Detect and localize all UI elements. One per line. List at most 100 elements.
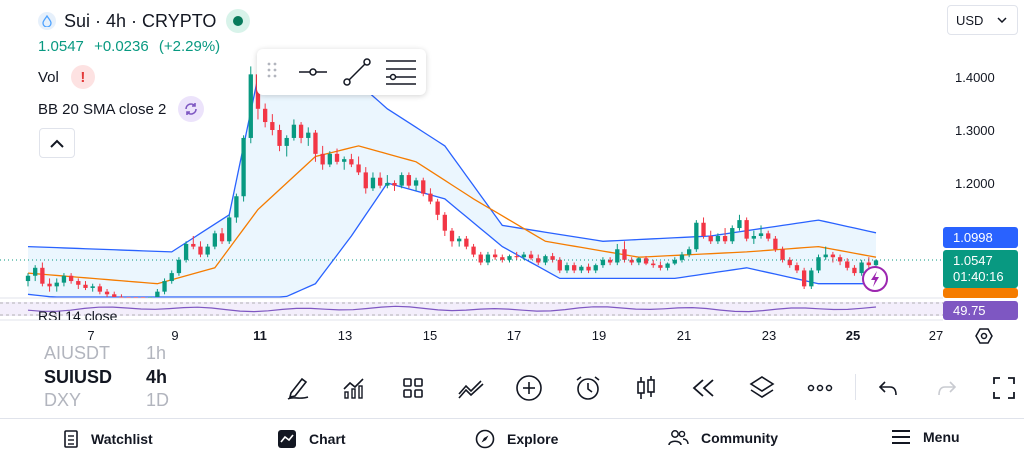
currency-select[interactable]: USD xyxy=(947,5,1018,35)
symbol-name: DXY xyxy=(44,390,82,408)
pencil-icon[interactable] xyxy=(280,370,316,406)
candle xyxy=(334,148,340,165)
time-axis-label: 25 xyxy=(845,328,861,343)
candle xyxy=(61,273,67,287)
bb-legend[interactable]: BB 20 SMA close 2 xyxy=(38,96,250,122)
time-axis-label: 17 xyxy=(506,328,522,343)
collapse-legend-button[interactable] xyxy=(39,128,75,158)
candle xyxy=(83,281,88,291)
lightning-icon[interactable] xyxy=(861,265,889,293)
candle xyxy=(845,258,850,271)
compass-icon xyxy=(475,429,495,449)
refresh-icon[interactable] xyxy=(178,96,205,122)
horizontal-line-tool-icon[interactable] xyxy=(293,55,333,89)
nav-watchlist[interactable]: Watchlist xyxy=(63,429,153,449)
symbol-row-next[interactable]: DXY 1D xyxy=(44,390,169,408)
price-axis-label: 1.4000 xyxy=(955,70,995,85)
volume-label: Vol xyxy=(38,68,59,86)
candle xyxy=(47,278,52,292)
more-icon[interactable] xyxy=(802,370,838,406)
compare-icon[interactable] xyxy=(453,370,489,406)
layers-icon[interactable] xyxy=(744,370,780,406)
last-price-tag: 1.0547 01:40:16 xyxy=(943,250,1018,288)
candle xyxy=(643,256,649,266)
candle xyxy=(485,251,491,266)
drag-handle-icon[interactable] xyxy=(267,62,279,83)
candle xyxy=(155,289,160,297)
nav-community[interactable]: Community xyxy=(667,429,778,447)
candle xyxy=(801,267,807,289)
volume-legend[interactable]: Vol ! xyxy=(38,64,250,90)
candle xyxy=(679,251,685,263)
candle xyxy=(665,262,670,271)
time-axis-label: 9 xyxy=(171,328,179,343)
rsi-label[interactable]: RSI 14 close xyxy=(38,308,118,320)
candle xyxy=(320,145,325,170)
symbol-row-prev[interactable]: AIUSDT 1h xyxy=(44,346,169,364)
candle xyxy=(658,261,663,271)
candle xyxy=(191,236,196,250)
fullscreen-icon[interactable] xyxy=(986,370,1022,406)
templates-icon[interactable] xyxy=(395,370,431,406)
symbol-name: SUIUSD xyxy=(44,366,113,387)
candle xyxy=(586,263,591,274)
redo-icon[interactable] xyxy=(929,370,965,406)
rsi-line xyxy=(27,305,877,313)
symbol-row-active[interactable]: SUIUSD 4h xyxy=(44,364,169,390)
replay-icon[interactable] xyxy=(686,370,722,406)
candle xyxy=(212,230,218,250)
indicators-icon[interactable] xyxy=(336,370,372,406)
candle xyxy=(730,225,735,244)
candle xyxy=(176,257,182,276)
candle xyxy=(744,217,749,242)
candle xyxy=(823,246,828,260)
add-icon[interactable] xyxy=(511,370,547,406)
toolbar-divider xyxy=(855,374,856,400)
line-settings-icon[interactable] xyxy=(381,55,421,89)
candle xyxy=(737,214,742,231)
bollinger-upper-line xyxy=(27,59,877,253)
time-axis[interactable]: 7 9 11 13 15 17 19 21 23 25 27 xyxy=(0,328,943,346)
candle xyxy=(313,130,318,162)
candle xyxy=(449,228,455,247)
nav-menu-label: Menu xyxy=(923,429,960,445)
symbol-name: AIUSDT xyxy=(44,346,111,363)
rsi-value-tag: 49.75 xyxy=(943,301,1018,320)
candle xyxy=(277,124,282,152)
candle-style-icon[interactable] xyxy=(628,370,664,406)
symbol-picker[interactable]: AIUSDT 1h SUIUSD 4h DXY 1D xyxy=(44,346,169,408)
candle xyxy=(773,236,778,252)
candle xyxy=(40,262,45,287)
candle xyxy=(270,114,275,136)
nav-explore[interactable]: Explore xyxy=(475,429,558,449)
warning-icon[interactable]: ! xyxy=(70,65,95,89)
candle xyxy=(457,236,462,247)
time-axis-label: 11 xyxy=(253,328,267,343)
nav-chart[interactable]: Chart xyxy=(277,429,346,449)
candle xyxy=(76,278,81,289)
candle xyxy=(428,188,433,205)
nav-menu[interactable]: Menu xyxy=(891,429,960,445)
chart-settings-icon[interactable] xyxy=(975,327,993,345)
candlestick-chart[interactable] xyxy=(0,0,1024,346)
time-axis-label: 23 xyxy=(761,328,777,343)
alert-icon[interactable] xyxy=(570,370,606,406)
symbol-title: Sui · 4h · CRYPTO xyxy=(64,10,217,31)
candle xyxy=(363,167,368,194)
candle xyxy=(629,257,634,266)
bottom-navigation: Watchlist Chart Explore Community Menu xyxy=(0,418,1024,461)
candle xyxy=(694,220,699,252)
trend-line-tool-icon[interactable] xyxy=(337,55,377,89)
candle xyxy=(471,243,476,258)
candle xyxy=(219,228,225,244)
symbol-title-row[interactable]: Sui · 4h · CRYPTO xyxy=(38,8,251,34)
candle xyxy=(492,249,498,260)
basis-price-tag xyxy=(943,288,1018,298)
undo-icon[interactable] xyxy=(870,370,906,406)
drawing-toolbar[interactable] xyxy=(257,49,426,95)
sui-logo-icon xyxy=(38,12,56,30)
chart-icon xyxy=(278,430,296,448)
candle xyxy=(794,262,800,274)
candle xyxy=(550,252,555,263)
candle xyxy=(500,254,505,263)
